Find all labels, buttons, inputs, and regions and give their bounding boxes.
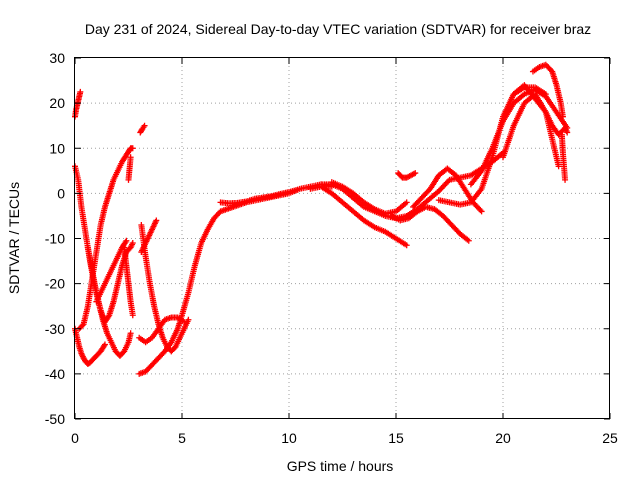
y-tick-label: -30 [45, 321, 65, 337]
series-evening-b [467, 86, 571, 188]
x-tick-label: 15 [388, 430, 404, 446]
data-point [555, 163, 562, 170]
x-axis-label: GPS time / hours [287, 458, 394, 474]
y-tick-label: 30 [49, 50, 65, 66]
y-tick-label: 20 [49, 95, 65, 111]
data-point [185, 316, 192, 323]
data-point [559, 113, 566, 120]
y-tick-label: -20 [45, 276, 65, 292]
data-point [403, 242, 410, 249]
series-late-drop [558, 131, 569, 183]
x-tick-label: 20 [495, 430, 511, 446]
y-tick-label: -50 [45, 411, 65, 427]
series-noon-c [328, 179, 410, 217]
y-tick-label: -10 [45, 231, 65, 247]
data-point [465, 237, 472, 244]
series-dip-e [138, 221, 192, 355]
data-point [129, 240, 136, 247]
data-point [129, 145, 136, 152]
series-pm-a [388, 203, 472, 244]
series-blip [395, 170, 419, 181]
series-early-high [72, 88, 84, 120]
x-tick-label: 0 [71, 430, 79, 446]
data-point [478, 208, 485, 215]
series-evening-d [510, 82, 571, 138]
axis-ticks: 0 5 10 15 20 25 -50 -40 -30 -20 -10 0 10 20 30 [45, 50, 618, 446]
data-point [129, 312, 136, 319]
y-tick-label: -40 [45, 366, 65, 382]
x-tick-label: 5 [178, 430, 186, 446]
series-late-top [529, 61, 566, 120]
data-point [294, 186, 301, 193]
y-tick-label: 10 [49, 140, 65, 156]
series-hi-d [125, 154, 134, 183]
data-series [72, 61, 571, 377]
data-point [101, 341, 108, 348]
x-tick-label: 10 [281, 430, 297, 446]
data-point [412, 170, 419, 177]
series-plateau [217, 186, 301, 207]
series-fall-c [121, 244, 136, 319]
data-point [562, 176, 569, 183]
series-drop-b [84, 240, 136, 325]
data-point [403, 199, 410, 206]
x-tick-label: 25 [602, 430, 618, 446]
series-arc-b [72, 325, 108, 367]
data-point [564, 129, 571, 136]
series-pm-c [410, 165, 485, 215]
data-point [123, 237, 130, 244]
data-point [141, 122, 148, 129]
data-point [127, 154, 134, 161]
data-point [477, 207, 484, 214]
data-point [77, 88, 84, 95]
y-axis-label: SDTVAR / TECUs [6, 182, 22, 294]
series-hi-e [137, 122, 148, 136]
data-point [153, 217, 160, 224]
data-point [127, 330, 134, 337]
chart-title: Day 231 of 2024, Sidereal Day-to-day VTE… [85, 21, 591, 37]
y-tick-label: 0 [57, 185, 65, 201]
